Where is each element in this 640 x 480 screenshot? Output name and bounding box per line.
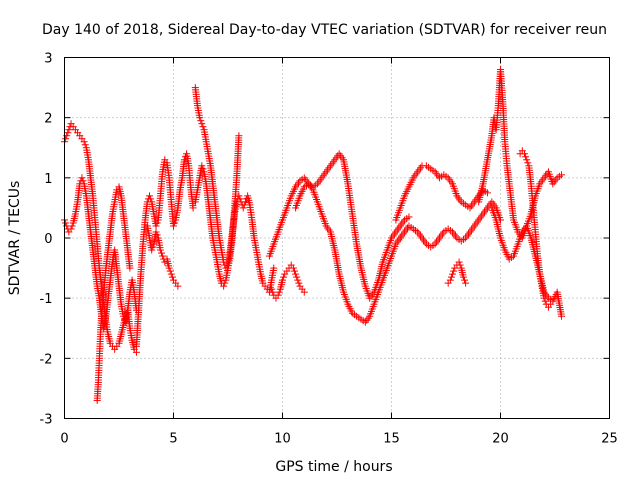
data-point-track-h	[293, 273, 301, 281]
data-point-track-h	[295, 279, 303, 287]
data-point-track-a	[132, 348, 140, 356]
y-tick-label: -3	[40, 413, 53, 428]
data-point-track-m	[459, 273, 467, 281]
y-tick-labels: -3 -2 -1 0 1 2 3	[40, 52, 53, 428]
data-point-track-m	[456, 261, 464, 269]
data-point-track-h	[279, 276, 286, 284]
data-point-track-m	[455, 258, 463, 266]
data-point-track-f	[197, 117, 205, 125]
data-point-track-a	[62, 135, 70, 143]
data-point-track-h	[269, 288, 277, 296]
data-point-track-d	[147, 195, 155, 203]
data-point-track-e	[159, 252, 167, 260]
data-point-track-m	[449, 270, 457, 278]
data-point-track-m	[446, 276, 454, 284]
data-point-track-b	[79, 177, 87, 185]
data-point-track-f	[241, 198, 249, 206]
data-point-track-n	[558, 171, 566, 179]
data-point-track-d	[171, 219, 179, 227]
data-point-track-f	[239, 204, 247, 212]
data-point-track-a	[65, 126, 73, 134]
data-point-track-h	[275, 288, 283, 296]
data-point-track-h	[274, 291, 282, 299]
data-point-track-m	[450, 267, 458, 275]
data-point-track-a	[64, 129, 72, 137]
y-tick-label: 3	[44, 52, 52, 67]
data-point-track-p	[524, 159, 532, 167]
data-point-track-h	[300, 288, 308, 296]
data-point-track-m	[461, 276, 469, 284]
data-point-track-d	[170, 222, 177, 230]
data-point-track-h	[268, 285, 276, 293]
data-point-track-g	[221, 279, 229, 287]
data-point-track-g	[199, 165, 207, 173]
y-axis-title: SDTVAR / TECUs	[7, 181, 23, 296]
data-point-track-p	[541, 297, 549, 305]
data-point-track-e	[165, 264, 173, 272]
data-point-track-a	[80, 138, 88, 146]
data-point-track-g	[220, 282, 228, 290]
x-tick-label: 15	[383, 432, 400, 447]
data-point-track-h	[280, 273, 288, 281]
data-point-track-g	[198, 162, 206, 170]
data-point-track-i	[405, 213, 413, 221]
data-point-track-d	[146, 192, 154, 200]
data-point-track-h	[289, 264, 297, 272]
data-point-track-b	[67, 225, 75, 233]
data-point-track-c	[126, 264, 134, 272]
data-point-track-f	[198, 120, 206, 128]
data-point-track-f	[270, 264, 278, 272]
data-point-track-d	[153, 219, 161, 227]
data-point-track-e	[156, 246, 164, 254]
data-point-track-p	[522, 153, 530, 161]
data-point-track-k	[483, 189, 491, 197]
data-point-track-f	[196, 114, 204, 122]
data-point-track-e	[167, 270, 175, 278]
data-point-track-d	[189, 204, 197, 212]
data-point-track-o	[558, 312, 566, 320]
data-points	[61, 66, 566, 404]
x-tick-label: 10	[274, 432, 291, 447]
y-tick-label: -1	[40, 292, 53, 307]
data-point-track-p	[540, 294, 548, 302]
x-tick-label: 5	[169, 432, 177, 447]
data-point-track-h	[292, 270, 300, 278]
data-point-track-f	[199, 123, 207, 131]
data-point-track-h	[294, 276, 302, 284]
data-point-track-h	[290, 267, 298, 275]
plot-frame	[64, 57, 610, 419]
data-point-track-b	[78, 174, 86, 182]
x-axis-title: GPS time / hours	[275, 459, 392, 475]
data-point-track-p	[520, 150, 528, 158]
x-tick-label: 25	[601, 432, 618, 447]
chart-title: Day 140 of 2018, Sidereal Day-to-day VTE…	[42, 22, 607, 38]
data-point-track-b	[68, 222, 76, 230]
data-point-track-e	[148, 246, 156, 254]
x-tick-label: 20	[492, 432, 509, 447]
y-tick-label: 0	[44, 232, 52, 247]
data-point-track-b	[119, 312, 127, 320]
data-point-track-b	[62, 219, 70, 227]
data-point-track-e	[174, 282, 182, 290]
data-point-track-e	[152, 228, 160, 236]
data-point-track-e	[149, 243, 157, 251]
data-point-track-m	[447, 273, 455, 281]
data-point-track-p	[523, 156, 531, 164]
data-point-track-e	[166, 267, 174, 275]
data-point-track-d	[152, 222, 160, 230]
y-tick-label: -2	[40, 352, 53, 367]
x-tick-label: 0	[60, 432, 68, 447]
data-point-track-e	[158, 249, 166, 257]
data-point-track-a	[81, 141, 89, 149]
data-point-track-e	[168, 273, 176, 281]
data-point-track-g	[235, 132, 243, 140]
data-point-track-d	[180, 156, 188, 164]
data-point-track-m	[462, 279, 470, 287]
data-point-track-p	[547, 300, 555, 308]
y-tick-label: 1	[44, 172, 52, 187]
data-point-track-e	[153, 231, 161, 239]
y-tick-label: 2	[44, 112, 52, 127]
x-tick-labels: 0 5 10 15 20 25	[60, 432, 617, 447]
